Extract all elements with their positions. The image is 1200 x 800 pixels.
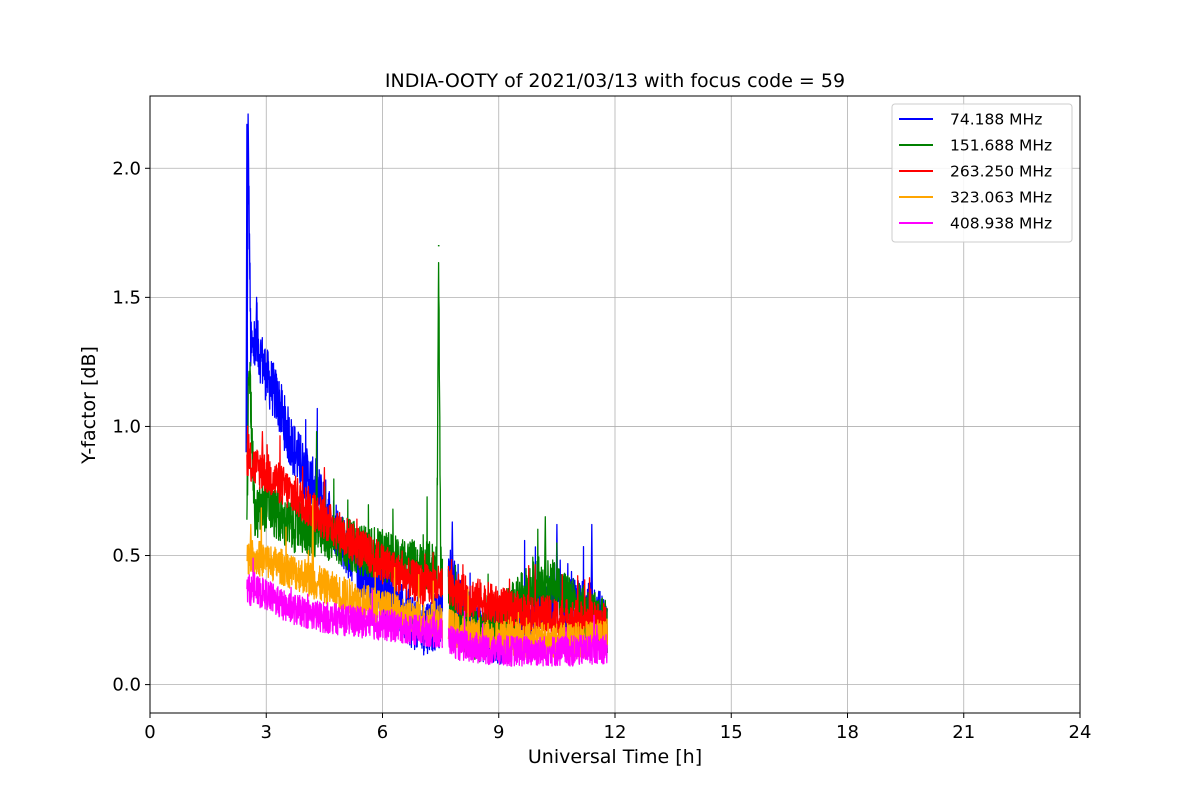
chart-title: INDIA-OOTY of 2021/03/13 with focus code… bbox=[385, 70, 845, 92]
y-tick-label: 2.0 bbox=[112, 158, 141, 179]
legend-box bbox=[891, 103, 1073, 243]
x-tick-label: 0 bbox=[144, 722, 155, 743]
y-tick-label: 1.5 bbox=[112, 287, 141, 308]
y-tick-label: 0.0 bbox=[112, 675, 141, 696]
series-line-4 bbox=[246, 557, 608, 667]
x-tick-label: 9 bbox=[493, 722, 504, 743]
x-tick-label: 21 bbox=[952, 722, 975, 743]
legend-label-4: 408.938 MHz bbox=[950, 215, 1052, 233]
x-tick-label: 12 bbox=[604, 722, 627, 743]
x-tick-label: 15 bbox=[720, 722, 743, 743]
y-tick-label: 0.5 bbox=[112, 546, 141, 567]
series-layer bbox=[245, 113, 608, 667]
series-line-3 bbox=[246, 498, 608, 660]
legend: 74.188 MHz 151.688 MHz 263.250 MHz 323.063 … bbox=[891, 103, 1073, 243]
y-axis-label: Y-factor [dB] bbox=[78, 346, 100, 465]
series-line-2 bbox=[246, 425, 608, 644]
x-tick-label: 6 bbox=[377, 722, 388, 743]
legend-label-2: 263.250 MHz bbox=[950, 163, 1052, 181]
legend-label-1: 151.688 MHz bbox=[950, 137, 1052, 155]
axis-ticks: 0 3 6 9 12 15 18 21 24 0.0 0.5 1.0 1.5 2.0 bbox=[112, 158, 1091, 743]
x-tick-label: 3 bbox=[261, 722, 272, 743]
legend-label-0: 74.188 MHz bbox=[950, 111, 1042, 129]
x-tick-label: 18 bbox=[836, 722, 859, 743]
x-tick-label: 24 bbox=[1069, 722, 1092, 743]
y-tick-label: 1.0 bbox=[112, 416, 141, 437]
x-axis-label: Universal Time [h] bbox=[528, 746, 702, 768]
legend-label-3: 323.063 MHz bbox=[950, 189, 1052, 207]
